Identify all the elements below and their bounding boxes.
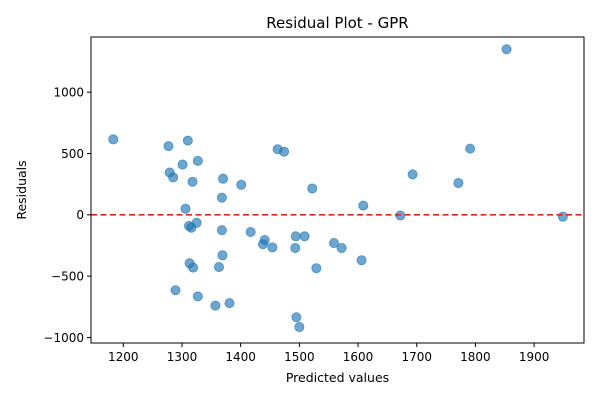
data-point xyxy=(465,143,476,154)
data-point xyxy=(163,141,174,152)
data-point xyxy=(259,234,270,245)
data-point xyxy=(177,159,188,170)
chart-title: Residual Plot - GPR xyxy=(266,14,408,32)
data-point xyxy=(188,262,199,273)
data-point xyxy=(170,285,181,296)
y-tick-label: −500 xyxy=(51,269,84,283)
x-tick-label: 1600 xyxy=(343,350,374,364)
data-point xyxy=(291,312,302,323)
data-point xyxy=(224,298,235,309)
data-point xyxy=(187,176,198,187)
x-tick-label: 1500 xyxy=(284,350,315,364)
x-axis-label: Predicted values xyxy=(286,370,389,385)
plot-frame xyxy=(90,36,585,344)
plot-area: 1200 1300 1400 1500 1600 1700 1800 1900 −1000 −50… xyxy=(43,36,585,364)
data-point xyxy=(557,211,568,222)
data-point xyxy=(216,192,227,203)
data-point xyxy=(279,146,290,157)
data-point xyxy=(191,217,202,228)
y-tick-label: −1000 xyxy=(43,331,84,345)
data-point xyxy=(294,322,305,333)
data-point xyxy=(290,231,301,242)
data-point xyxy=(245,227,256,238)
x-tick-label: 1800 xyxy=(460,350,491,364)
y-tick-label: 0 xyxy=(76,208,84,222)
data-point xyxy=(336,242,347,253)
data-point xyxy=(108,134,119,145)
data-point xyxy=(407,169,418,180)
data-point xyxy=(307,183,318,194)
data-point xyxy=(168,172,179,183)
x-tick-label: 1200 xyxy=(108,350,139,364)
data-point xyxy=(267,242,278,253)
data-point xyxy=(311,263,322,274)
data-point xyxy=(356,255,367,266)
x-tick-label: 1400 xyxy=(225,350,256,364)
data-point xyxy=(299,231,310,242)
data-point xyxy=(213,261,224,272)
data-point xyxy=(192,291,203,302)
data-point xyxy=(358,200,369,211)
x-tick-label: 1300 xyxy=(167,350,198,364)
data-point xyxy=(217,250,228,261)
data-point xyxy=(218,173,229,184)
data-point xyxy=(180,203,191,214)
data-point xyxy=(236,179,247,190)
data-point xyxy=(216,225,227,236)
data-point xyxy=(182,135,193,146)
y-tick-label: 500 xyxy=(61,147,84,161)
data-point xyxy=(501,44,512,55)
x-tick-label: 1700 xyxy=(401,350,432,364)
y-tick-label: 1000 xyxy=(53,85,84,99)
y-axis-label: Residuals xyxy=(14,160,29,219)
data-point xyxy=(290,242,301,253)
data-point xyxy=(192,155,203,166)
x-tick-label: 1900 xyxy=(519,350,550,364)
data-point xyxy=(210,300,221,311)
data-point xyxy=(453,177,464,188)
data-point xyxy=(328,238,339,249)
